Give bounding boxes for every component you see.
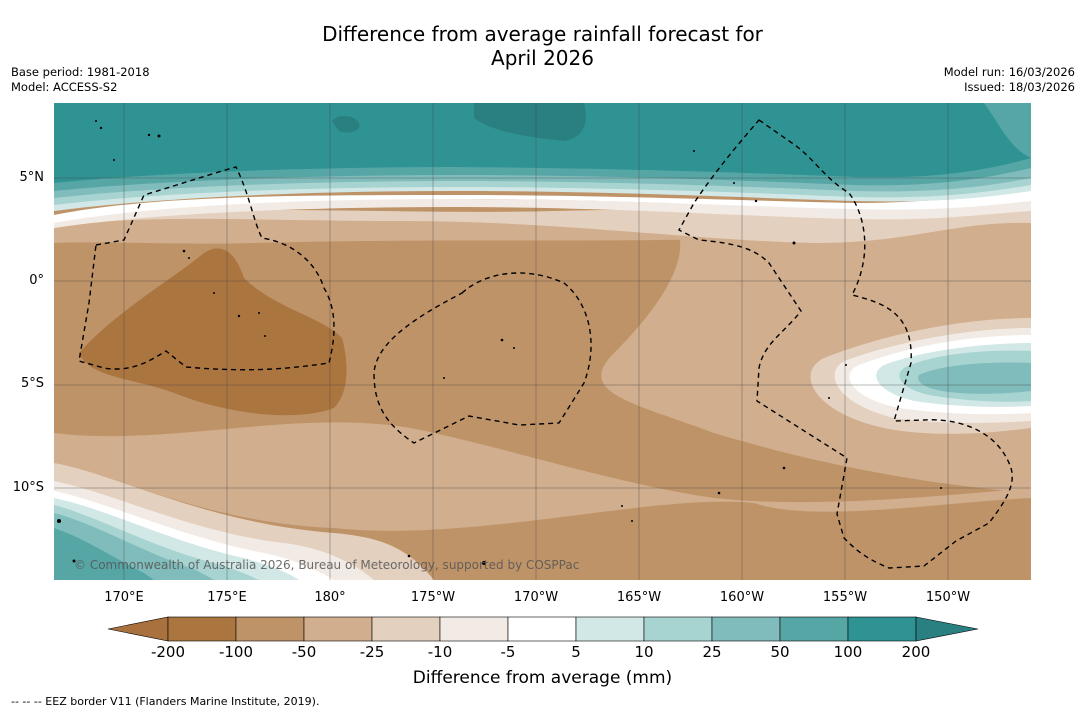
model-name: Model: ACCESS-S2 <box>11 80 118 94</box>
band-plus-50-east <box>918 362 1031 394</box>
graticule <box>54 103 1031 580</box>
lat-label-5s: 5°S <box>20 376 44 391</box>
band-over-200-north <box>474 103 586 141</box>
rainfall-map <box>54 103 1031 580</box>
colorbar-tick: 5 <box>571 643 581 661</box>
lat-label-5n: 5°N <box>19 170 45 185</box>
eez-borders <box>78 119 1013 569</box>
band-minus-10-north <box>54 199 1031 243</box>
colorbar-tick: -10 <box>427 643 453 661</box>
title-line-2: April 2026 <box>491 46 594 70</box>
lat-label-0: 0° <box>29 273 44 288</box>
meta-left: Base period: 1981-2018 Model: ACCESS-S2 <box>11 65 150 95</box>
colorbar-tick: 50 <box>770 643 790 661</box>
colorbar-segment <box>711 616 781 642</box>
meta-right: Model run: 16/03/2026 Issued: 18/03/2026 <box>944 65 1075 95</box>
eez-border-east <box>678 119 1013 569</box>
colorbar-segment <box>235 616 305 642</box>
title-line-1: Difference from average rainfall forecas… <box>322 22 763 46</box>
lat-label-10s: 10°S <box>12 480 44 495</box>
colorbar-segment <box>779 616 849 642</box>
band-plus-5-north <box>54 189 1031 223</box>
colorbar-extend-low <box>108 616 169 642</box>
colorbar-segment <box>371 616 441 642</box>
lon-label-170e: 170°E <box>104 590 144 605</box>
lon-label-155w: 155°W <box>822 590 868 605</box>
band-over-200-blob <box>332 115 360 133</box>
model-run-date: Model run: 16/03/2026 <box>943 65 1075 79</box>
band-minus-5-north <box>54 193 1031 228</box>
eez-border-west <box>78 166 335 371</box>
colorbar-tick: 10 <box>634 643 654 661</box>
issued-date: Issued: 18/03/2026 <box>964 80 1075 94</box>
lon-label-150w: 150°W <box>925 590 971 605</box>
colorbar-tick: 200 <box>901 643 931 661</box>
colorbar <box>108 616 978 642</box>
colorbar-segment <box>575 616 645 642</box>
copyright-notice: © Commonwealth of Australia 2026, Bureau… <box>74 558 580 572</box>
band-minus-100 <box>79 248 347 416</box>
colorbar-segment <box>847 616 917 642</box>
band-plus-100-sw <box>54 528 154 580</box>
colorbar-segment <box>303 616 373 642</box>
lon-label-160w: 160°W <box>719 590 765 605</box>
colorbar-tick: 25 <box>702 643 722 661</box>
colorbar-segment <box>167 616 237 642</box>
lon-label-165w: 165°W <box>616 590 662 605</box>
map-title: Difference from average rainfall forecas… <box>0 22 1085 70</box>
lon-label-180: 180° <box>314 590 346 605</box>
colorbar-label: Difference from average (mm) <box>412 668 673 688</box>
lon-label-175w: 175°W <box>410 590 456 605</box>
eez-legend-note: -- -- -- EEZ border V11 (Flanders Marine… <box>11 695 320 708</box>
base-period: Base period: 1981-2018 <box>11 65 150 79</box>
colorbar-segment <box>643 616 713 642</box>
band-minus-25-south <box>54 422 1031 531</box>
colorbar-tick: -25 <box>359 643 385 661</box>
lon-label-170w: 170°W <box>513 590 559 605</box>
colorbar-segment <box>439 616 509 642</box>
band-plus-200-north <box>54 103 1031 183</box>
colorbar-segment <box>507 616 577 642</box>
colorbar-tick: 100 <box>833 643 863 661</box>
islands <box>57 120 942 565</box>
colorbar-tick: -100 <box>218 643 254 661</box>
colorbar-tick: -5 <box>500 643 516 661</box>
colorbar-extend-high <box>915 616 978 642</box>
lon-label-175e: 175°E <box>207 590 247 605</box>
colorbar-tick: -200 <box>150 643 186 661</box>
colorbar-tick: -50 <box>291 643 317 661</box>
